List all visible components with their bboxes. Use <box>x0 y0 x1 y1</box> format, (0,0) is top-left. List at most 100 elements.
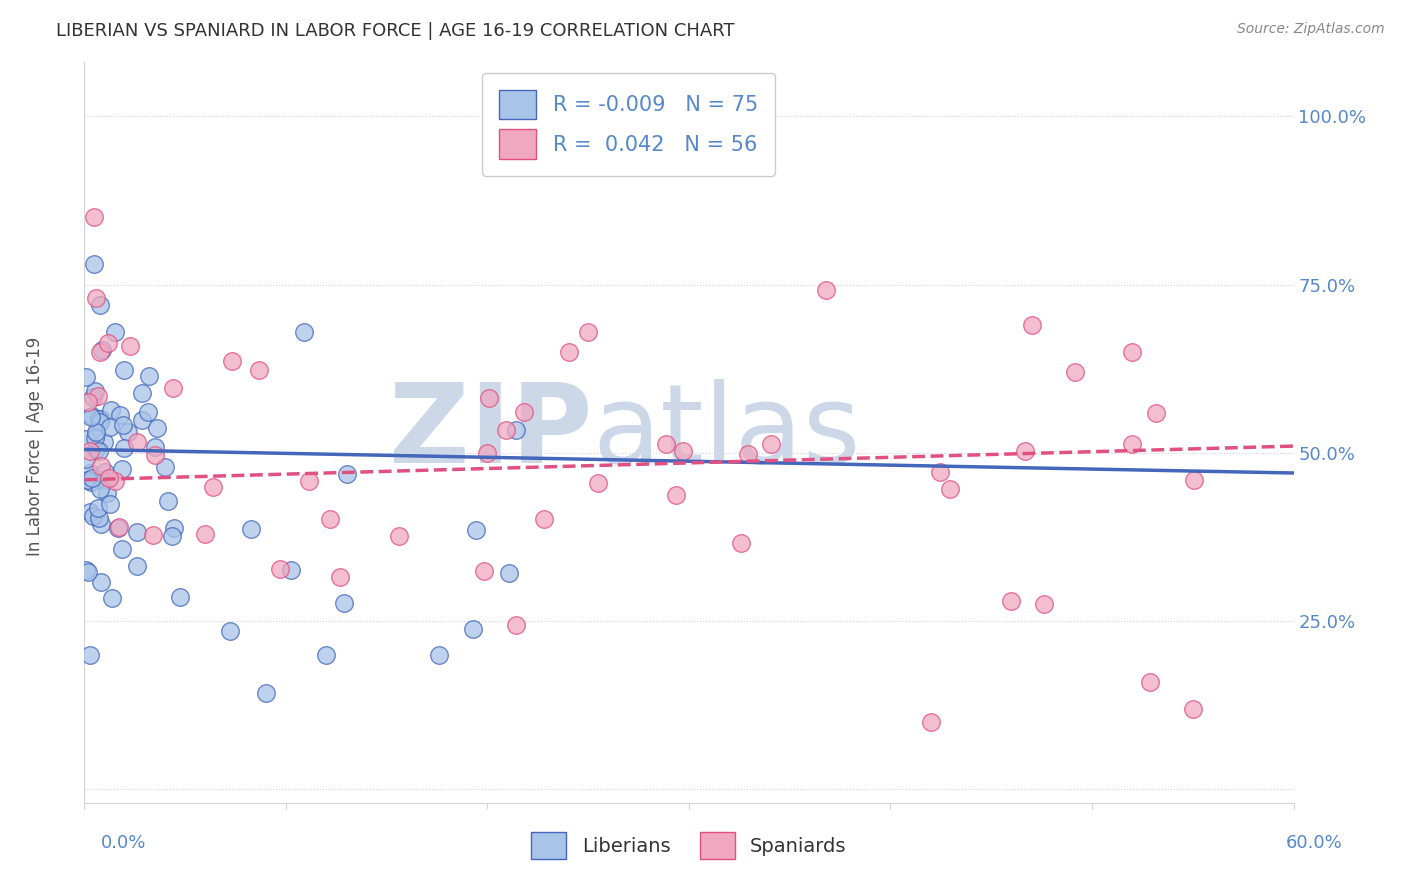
Point <box>89 482 111 496</box>
Point <box>84 425 107 440</box>
Point <box>155 460 177 475</box>
Point <box>79 505 101 519</box>
Point <box>131 385 153 400</box>
Point <box>108 409 131 423</box>
Text: 0.0%: 0.0% <box>101 834 146 852</box>
Point <box>920 714 942 729</box>
Point <box>143 448 166 462</box>
Point <box>103 475 125 489</box>
Point <box>89 416 111 430</box>
Point <box>87 500 110 515</box>
Text: ZIP: ZIP <box>389 379 592 486</box>
Point <box>143 440 166 454</box>
Point <box>586 475 609 490</box>
Point <box>498 566 520 580</box>
Point <box>82 471 104 485</box>
Point <box>221 354 243 368</box>
Point <box>100 403 122 417</box>
Point <box>292 326 315 340</box>
Point <box>730 536 752 550</box>
Point <box>1121 436 1143 450</box>
Text: 60.0%: 60.0% <box>1286 834 1343 852</box>
Point <box>84 426 107 441</box>
Point <box>101 591 124 605</box>
Point <box>89 298 111 312</box>
Point <box>87 511 110 525</box>
Point <box>127 435 149 450</box>
Point <box>759 437 782 451</box>
Point <box>142 528 165 542</box>
Point <box>89 443 111 458</box>
Point <box>533 512 555 526</box>
Point <box>169 590 191 604</box>
Point <box>1139 675 1161 690</box>
Text: LIBERIAN VS SPANIARD IN LABOR FORCE | AGE 16-19 CORRELATION CHART: LIBERIAN VS SPANIARD IN LABOR FORCE | AG… <box>56 22 735 40</box>
Point <box>464 523 486 537</box>
Point <box>97 471 120 485</box>
Point <box>75 432 97 446</box>
Point <box>138 368 160 383</box>
Point <box>80 409 103 424</box>
Point <box>96 485 118 500</box>
Point <box>84 384 107 398</box>
Point <box>280 563 302 577</box>
Point <box>1144 407 1167 421</box>
Text: In Labor Force | Age 16-19: In Labor Force | Age 16-19 <box>27 336 44 556</box>
Point <box>86 389 108 403</box>
Point <box>513 405 536 419</box>
Point <box>93 434 115 449</box>
Point <box>814 283 837 297</box>
Point <box>112 441 135 455</box>
Point <box>1014 444 1036 458</box>
Point <box>219 624 242 639</box>
Point <box>76 394 98 409</box>
Point <box>495 423 517 437</box>
Point <box>80 475 103 490</box>
Point <box>557 344 579 359</box>
Point <box>194 526 217 541</box>
Text: Source: ZipAtlas.com: Source: ZipAtlas.com <box>1237 22 1385 37</box>
Point <box>672 443 695 458</box>
Point <box>202 480 225 494</box>
Point <box>79 648 101 662</box>
Point <box>319 512 342 526</box>
Point <box>1000 594 1022 608</box>
Point <box>82 390 104 404</box>
Point <box>664 488 686 502</box>
Point <box>98 420 121 434</box>
Point <box>104 325 127 339</box>
Point <box>162 381 184 395</box>
Point <box>427 648 450 662</box>
Point <box>90 458 112 473</box>
Point <box>146 421 169 435</box>
Point <box>83 257 105 271</box>
Point <box>80 409 103 424</box>
Point <box>90 412 112 426</box>
Point <box>75 563 97 577</box>
Point <box>112 418 135 433</box>
Point <box>939 482 962 496</box>
Point <box>79 444 101 458</box>
Point <box>90 574 112 589</box>
Point <box>254 686 277 700</box>
Point <box>576 325 599 339</box>
Point <box>655 437 678 451</box>
Point <box>76 473 98 487</box>
Point <box>77 566 100 580</box>
Point <box>1181 701 1204 715</box>
Point <box>112 363 135 377</box>
Point <box>75 370 97 384</box>
Point <box>929 466 952 480</box>
Point <box>388 529 411 543</box>
Point <box>91 474 114 488</box>
Point <box>125 525 148 540</box>
Point <box>336 467 359 481</box>
Point <box>157 494 180 508</box>
Point <box>89 344 111 359</box>
Point <box>1121 344 1143 359</box>
Legend: Liberians, Spaniards: Liberians, Spaniards <box>523 824 855 867</box>
Point <box>111 462 134 476</box>
Point <box>1064 365 1087 379</box>
Point <box>94 465 117 479</box>
Point <box>131 413 153 427</box>
